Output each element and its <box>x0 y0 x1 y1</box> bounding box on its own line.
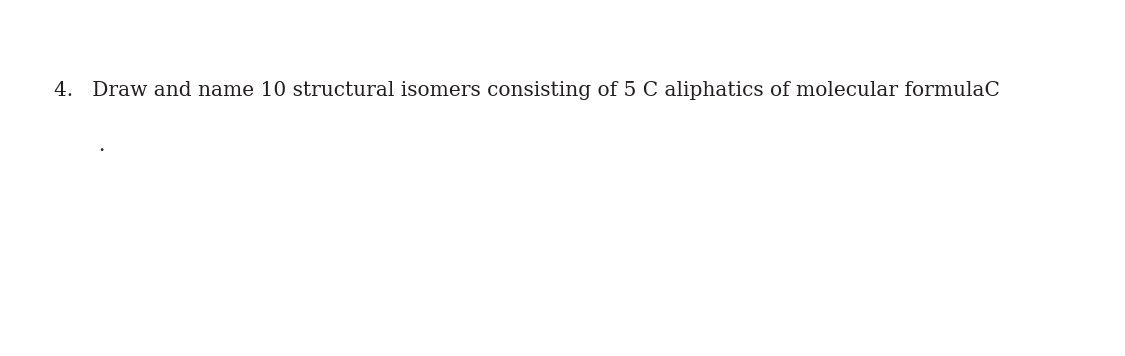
Text: 4.   Draw and name 10 structural isomers consisting of 5 C aliphatics of molecul: 4. Draw and name 10 structural isomers c… <box>54 81 1000 100</box>
Text: .: . <box>98 136 105 155</box>
